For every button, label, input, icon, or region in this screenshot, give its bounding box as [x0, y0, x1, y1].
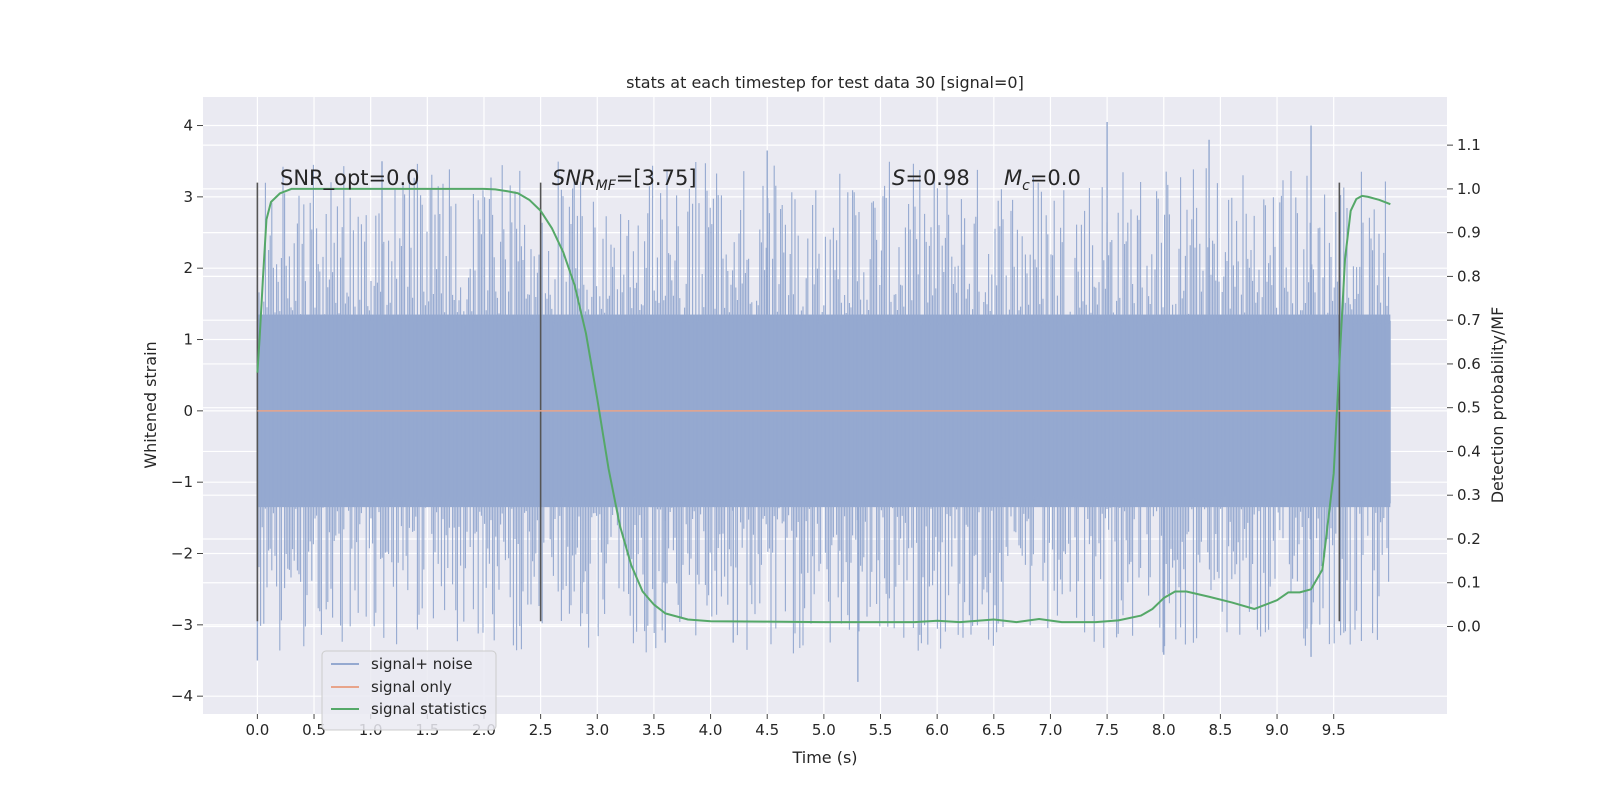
- annotation-mc: Mc=0.0: [1004, 166, 1081, 194]
- x-tick-label: 4.5: [755, 721, 779, 739]
- y-right-tick-label: 0.4: [1457, 442, 1481, 460]
- y-left-tick-label: 0: [183, 402, 193, 420]
- x-tick-label: 5.0: [812, 721, 836, 739]
- legend-box: [321, 650, 497, 731]
- x-tick-label: 9.0: [1265, 721, 1289, 739]
- y-right-tick-label: 0.8: [1457, 267, 1481, 285]
- axis-ticks: 0.00.51.01.52.02.53.03.54.04.55.05.56.06…: [171, 117, 1481, 739]
- y-left-tick-label: −3: [171, 616, 193, 634]
- x-tick-label: 3.5: [642, 721, 666, 739]
- y-axis-left-title: Whitened strain: [141, 341, 160, 468]
- y-right-tick-label: 1.1: [1457, 136, 1481, 154]
- y-left-tick-label: 2: [183, 259, 193, 277]
- y-right-tick-label: 0.9: [1457, 224, 1481, 242]
- x-axis-title: Time (s): [791, 748, 857, 767]
- y-right-tick-label: 1.0: [1457, 180, 1481, 198]
- x-tick-label: 6.5: [982, 721, 1006, 739]
- x-tick-label: 7.0: [1039, 721, 1063, 739]
- y-right-tick-label: 0.3: [1457, 486, 1481, 504]
- legend-label-signal-only: signal only: [371, 678, 452, 696]
- y-right-tick-label: 0.1: [1457, 574, 1481, 592]
- x-tick-label: 7.5: [1095, 721, 1119, 739]
- y-right-tick-label: 0.6: [1457, 355, 1481, 373]
- y-right-tick-label: 0.0: [1457, 617, 1481, 635]
- annotation-snr-mf: SNRMF=[3.75]: [552, 166, 697, 194]
- x-tick-label: 8.5: [1208, 721, 1232, 739]
- x-tick-label: 4.0: [699, 721, 723, 739]
- annotation-s: S=0.98: [892, 166, 970, 190]
- x-tick-label: 0.0: [245, 721, 269, 739]
- x-tick-label: 6.0: [925, 721, 949, 739]
- x-tick-label: 8.0: [1152, 721, 1176, 739]
- y-right-tick-label: 0.2: [1457, 530, 1481, 548]
- x-tick-label: 2.5: [529, 721, 553, 739]
- y-right-tick-label: 0.7: [1457, 311, 1481, 329]
- series-signal-statistics: [256, 187, 1391, 624]
- x-tick-label: 3.0: [585, 721, 609, 739]
- y-left-tick-label: −2: [171, 545, 193, 563]
- annotation-snr-opt: SNR_opt=0.0: [280, 166, 420, 191]
- legend-label-signal-noise: signal+ noise: [371, 655, 473, 673]
- vertical-markers: [256, 182, 1341, 622]
- y-right-tick-label: 0.5: [1457, 399, 1481, 417]
- legend-label-signal-statistics: signal statistics: [371, 700, 487, 718]
- y-left-tick-label: 1: [183, 331, 193, 349]
- x-tick-label: 9.5: [1322, 721, 1346, 739]
- chart-title: stats at each timestep for test data 30 …: [626, 73, 1024, 92]
- y-left-tick-label: −1: [171, 473, 193, 491]
- y-left-tick-label: −4: [171, 687, 193, 705]
- x-tick-label: 5.5: [869, 721, 893, 739]
- series-lines: [256, 187, 1391, 624]
- y-left-tick-label: 3: [183, 188, 193, 206]
- y-left-tick-label: 4: [183, 117, 193, 135]
- y-axis-right-title: Detection probability/MF: [1488, 307, 1507, 504]
- legend: signal+ noise signal only signal statist…: [321, 650, 497, 731]
- x-tick-label: 0.5: [302, 721, 326, 739]
